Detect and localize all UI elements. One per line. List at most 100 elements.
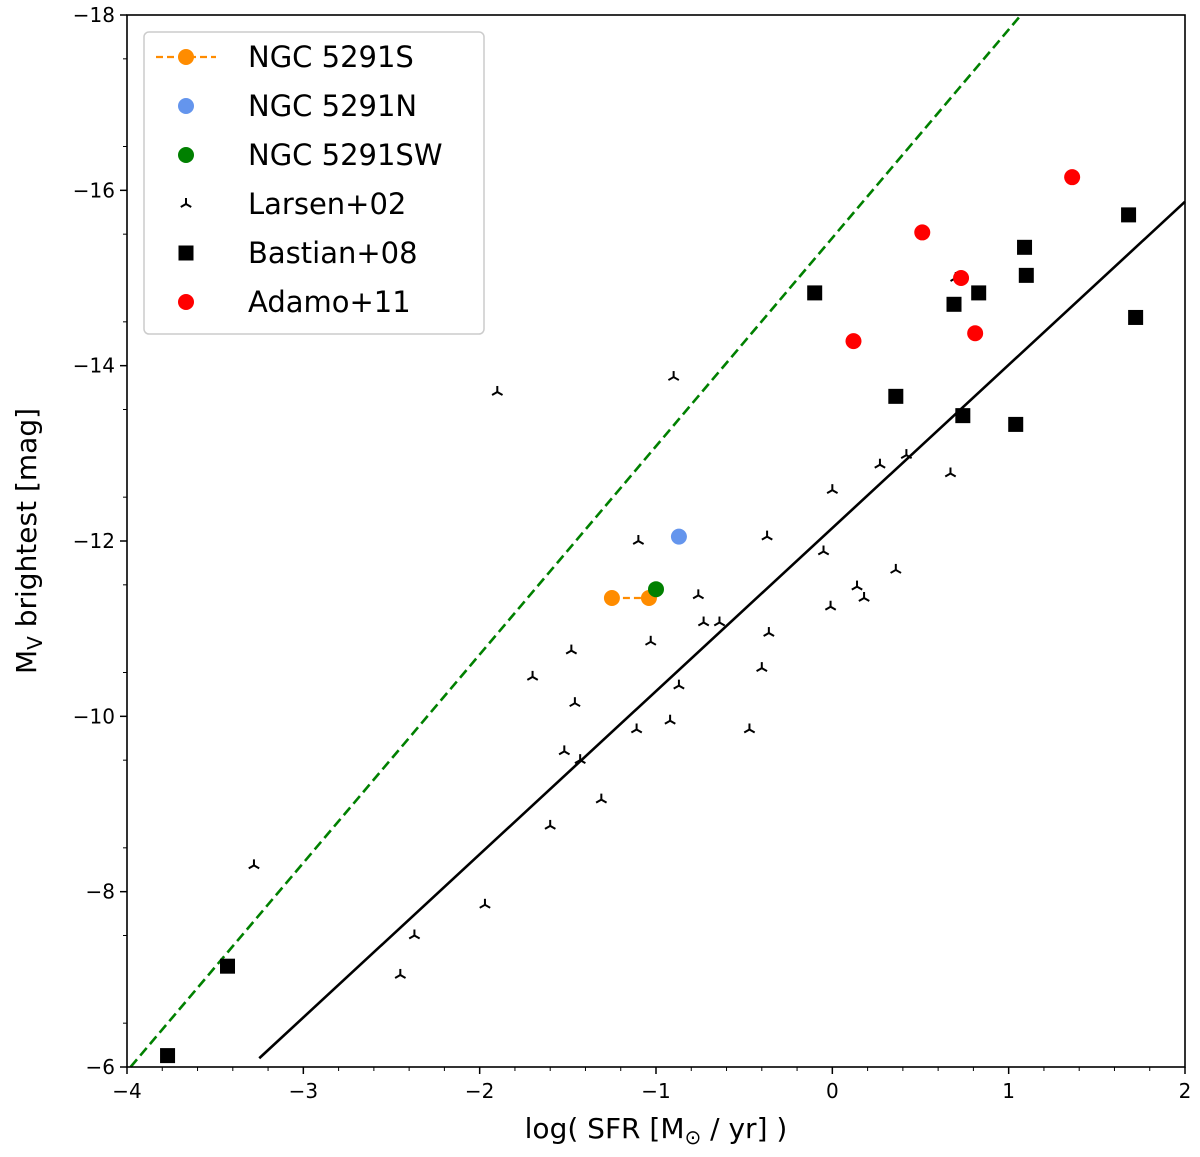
y-tick-label-6: −18	[73, 3, 115, 27]
legend-marker-ngc-5291sw	[178, 147, 194, 163]
larsen-02-point-10-left	[569, 702, 576, 708]
larsen-02-point-4-left	[479, 903, 486, 909]
larsen-02-point-5	[491, 385, 504, 396]
legend-marker-larsen-02-left	[180, 203, 187, 208]
larsen-02-point-16-right	[669, 719, 676, 725]
larsen-02-point-31	[874, 458, 886, 469]
y-axis-label-rest: brightest [mag]	[10, 408, 43, 636]
larsen-02-point-20	[697, 616, 710, 627]
larsen-02-point-15	[644, 635, 657, 646]
bastian-08-point-7	[971, 285, 987, 301]
larsen-02-point-19-right	[697, 594, 705, 600]
larsen-02-point-23-right	[761, 667, 768, 672]
larsen-02-point-21-left	[713, 621, 720, 627]
larsen-02-point-25-left	[763, 632, 770, 637]
larsen-02-point-30-right	[863, 597, 870, 602]
larsen-02-point-29	[851, 580, 863, 591]
larsen-02-point-6	[526, 670, 539, 681]
larsen-02-point-7-right	[549, 825, 556, 830]
larsen-02-point-1	[248, 859, 260, 870]
x-tick-label-5: 1	[1002, 1079, 1015, 1103]
larsen-02-point-30-left	[858, 597, 865, 602]
y-axis-label-sub: V	[23, 636, 47, 650]
larsen-02-point-2-left	[394, 974, 401, 979]
larsen-02-point-19	[692, 589, 705, 600]
green-dashed-line	[129, 14, 1023, 1068]
larsen-02-point-29-right	[856, 585, 863, 591]
bastian-08-point-4	[888, 388, 904, 404]
larsen-02-point-33-right	[905, 454, 913, 459]
legend-box	[143, 31, 485, 335]
bastian-08-point-11	[1121, 207, 1137, 223]
legend-label-larsen-02: Larsen+02	[248, 187, 406, 221]
y-tick-label-0: −6	[86, 1055, 115, 1079]
series-larsen-02	[248, 272, 962, 979]
larsen-02-point-17-right	[673, 376, 680, 381]
larsen-02-point-11-right	[579, 759, 586, 765]
y-axis-label-main: M	[10, 650, 43, 674]
adamo-11-point-4	[967, 325, 984, 342]
larsen-02-point-21-right	[718, 621, 726, 627]
larsen-02-point-11	[574, 754, 586, 765]
y-tick-label-4: −14	[73, 354, 115, 378]
x-tick-label-3: −1	[641, 1079, 670, 1103]
larsen-02-point-10-right	[574, 702, 581, 708]
larsen-02-point-32	[890, 563, 902, 574]
bastian-08-point-3	[807, 285, 823, 301]
larsen-02-point-12	[595, 793, 608, 804]
adamo-11-point-3	[953, 270, 970, 286]
larsen-02-point-18-left	[673, 684, 680, 690]
x-tick-label-6: 2	[1179, 1079, 1192, 1103]
legend-marker-ngc-5291n	[178, 98, 194, 114]
legend-item-larsen-02: Larsen+02	[180, 187, 406, 221]
legend-marker-bastian-08	[178, 245, 194, 261]
larsen-02-point-26-left	[817, 550, 825, 556]
larsen-02-point-12-left	[595, 798, 602, 804]
larsen-02-point-27-right	[830, 605, 837, 611]
larsen-02-point-16	[664, 714, 676, 725]
larsen-02-point-1-left	[248, 864, 255, 870]
legend-label-bastian-08: Bastian+08	[248, 236, 418, 270]
larsen-02-point-6-right	[532, 676, 539, 681]
larsen-02-point-13-left	[630, 728, 638, 734]
adamo-11-point-1	[845, 333, 862, 350]
larsen-02-point-5-right	[496, 391, 504, 396]
y-tick-label-1: −8	[86, 880, 115, 904]
x-axis-label: log( SFR [M⊙ / yr] )	[525, 1112, 788, 1149]
larsen-02-point-32-left	[890, 569, 897, 574]
larsen-02-point-23-left	[756, 667, 763, 672]
larsen-02-point-27	[824, 600, 837, 611]
larsen-02-point-25	[763, 627, 775, 637]
larsen-02-point-25-right	[768, 632, 775, 637]
larsen-02-point-7-left	[544, 825, 551, 830]
y-tick-label-3: −12	[73, 529, 115, 553]
legend-item-bastian-08: Bastian+08	[178, 236, 418, 270]
black-fit-line	[258, 200, 1186, 1060]
x-axis-label-main: log( SFR [M	[525, 1112, 685, 1145]
larsen-02-point-6-left	[526, 676, 534, 681]
larsen-02-point-3	[408, 929, 421, 940]
larsen-02-point-18	[673, 679, 685, 690]
larsen-02-point-34-left	[944, 472, 951, 478]
larsen-02-point-28-right	[831, 489, 839, 495]
larsen-02-point-13-right	[636, 728, 643, 734]
bastian-08-point-8	[1008, 416, 1024, 432]
larsen-02-point-17-left	[667, 376, 675, 381]
larsen-02-point-24	[761, 530, 773, 541]
larsen-02-point-2	[394, 968, 407, 979]
larsen-02-point-31-right	[879, 463, 886, 469]
y-tick-label-2: −10	[73, 704, 115, 728]
legend-label-ngc-5291s: NGC 5291S	[248, 40, 414, 74]
legend-item-adamo-11: Adamo+11	[178, 285, 411, 319]
larsen-02-point-30	[858, 591, 870, 602]
x-axis-label-sub: ⊙	[684, 1125, 701, 1149]
larsen-02-point-28	[826, 484, 839, 495]
bastian-08-point-10	[1018, 267, 1034, 283]
series-ngc-5291n	[670, 528, 687, 545]
larsen-02-point-16-left	[664, 719, 671, 725]
series-bastian-08	[160, 207, 1144, 1064]
larsen-02-point-9	[565, 644, 578, 655]
larsen-02-point-8-left	[558, 750, 565, 756]
